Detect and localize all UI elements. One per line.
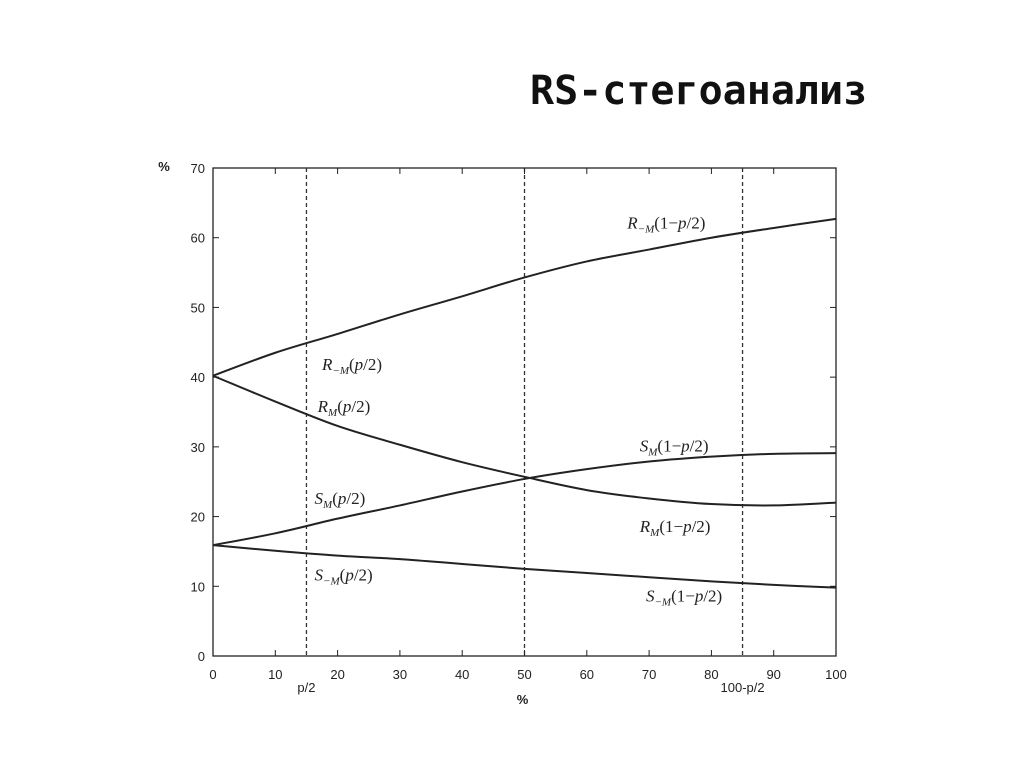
series-line	[212, 544, 837, 589]
x-tick-label: 40	[455, 667, 469, 682]
x-axis-title: %	[517, 692, 529, 707]
y-tick-label: 30	[191, 440, 205, 455]
y-tick-label: 0	[198, 649, 205, 664]
curve-label: RM(p/2)	[317, 397, 371, 419]
curve-labels: R−M(p/2) RM(p/2) SM(p/2) S−M(p/2) R−M(1−p/2)…	[315, 214, 723, 609]
x-tick-label: 50	[517, 667, 531, 682]
y-tick-label: 60	[191, 231, 205, 246]
y-tick-label: 70	[191, 161, 205, 176]
y-tick-label: 50	[191, 300, 205, 315]
curve-label: S−M(1−p/2)	[646, 587, 722, 609]
x-tick-label: 30	[393, 667, 407, 682]
curve-label: R−M(1−p/2)	[626, 214, 705, 236]
series-line	[212, 452, 837, 547]
marker-label: p/2	[297, 680, 315, 695]
series-line	[212, 374, 837, 507]
series-line	[212, 217, 837, 377]
y-tick-label: 20	[191, 510, 205, 525]
x-tick-label: 70	[642, 667, 656, 682]
x-tick-label: 60	[580, 667, 594, 682]
y-tick-label: 40	[191, 370, 205, 385]
curve-label: S−M(p/2)	[315, 566, 373, 588]
axis-ticks: 0 10 20 30 40 50 60 70 0 10 20 30 40 50 60 70 80 90 100	[191, 161, 847, 682]
marker-label: 100-p/2	[721, 680, 765, 695]
series-lines	[212, 217, 837, 589]
x-tick-label: 0	[209, 667, 216, 682]
x-tick-label: 80	[704, 667, 718, 682]
curve-label: SM(p/2)	[315, 489, 366, 511]
x-tick-label: 100	[825, 667, 847, 682]
y-axis-title: %	[158, 159, 170, 174]
x-tick-label: 10	[268, 667, 282, 682]
curve-label: RM(1−p/2)	[639, 517, 711, 539]
x-tick-label: 90	[766, 667, 780, 682]
curve-label: R−M(p/2)	[321, 355, 382, 377]
x-tick-label: 20	[330, 667, 344, 682]
curve-label: SM(1−p/2)	[640, 437, 709, 459]
y-tick-label: 10	[191, 579, 205, 594]
slide-title: RS-стегоанализ	[530, 68, 868, 114]
vertical-markers: p/2 100-p/2	[297, 168, 765, 695]
